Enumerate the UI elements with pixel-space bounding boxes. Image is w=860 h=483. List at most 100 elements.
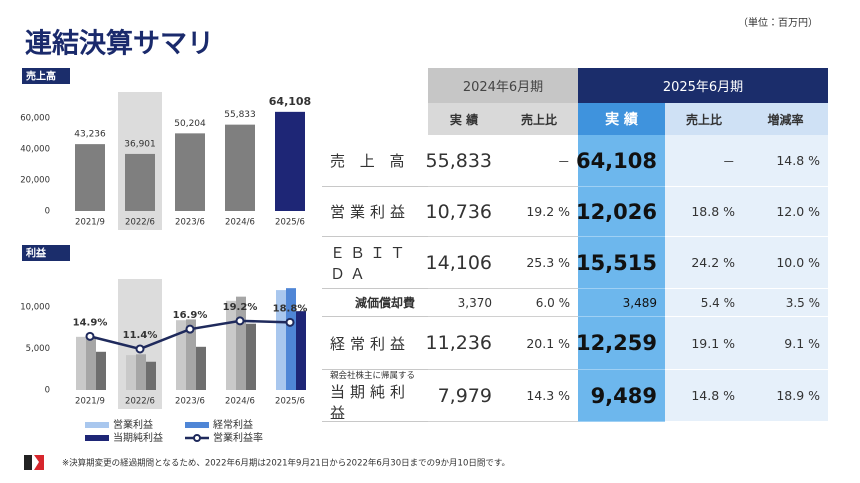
table-cell: 3,489 xyxy=(578,289,665,317)
table-cell: 25.3 % xyxy=(500,237,578,289)
value-label: 43,236 xyxy=(74,130,106,140)
table-cell: 20.1 % xyxy=(500,317,578,370)
table-cell: 14.3 % xyxy=(500,370,578,422)
summary-table: 2024年6月期 2025年6月期実 績売上比実 績売上比 増減率売 上 高 55,8… xyxy=(322,68,828,422)
table-cell: 7,979 xyxy=(428,370,500,422)
table-cell xyxy=(322,68,428,103)
rate-label: 14.9% xyxy=(73,317,108,328)
x-tick-label: 2025/6 xyxy=(275,218,305,228)
y-tick-label: 20,000 xyxy=(20,176,50,186)
bar xyxy=(75,144,105,211)
footnote: ※決算期変更の経過期間となるため、2022年6月期は2021年9月21日から20… xyxy=(62,458,510,469)
legend-label: 経常利益 xyxy=(213,418,253,431)
table-cell: 3.5 % xyxy=(743,289,828,317)
bar xyxy=(275,111,305,211)
table-cell: 14.8 % xyxy=(743,135,828,187)
legend-label: 当期純利益 xyxy=(113,431,163,444)
bar xyxy=(86,336,96,390)
bar xyxy=(76,336,86,390)
value-label: 64,108 xyxy=(269,95,311,108)
row-label: 売 上 高 xyxy=(322,135,428,187)
table-cell: 9,489 xyxy=(578,370,665,422)
table-cell: 14.8 % xyxy=(665,370,743,422)
rate-point xyxy=(85,331,95,341)
table-cell: 24.2 % xyxy=(665,237,743,289)
bar xyxy=(146,361,156,390)
rate-point xyxy=(285,317,295,327)
section-label-box xyxy=(22,68,70,84)
table-cell: 10,736 xyxy=(426,187,500,237)
legend-label: 営業利益 xyxy=(113,418,153,431)
value-label: 50,204 xyxy=(174,119,206,129)
section-label-box xyxy=(22,245,70,261)
x-tick-label: 2022/6 xyxy=(125,218,155,228)
table-cell: 2025年6月期 xyxy=(578,68,828,103)
legend-swatch xyxy=(85,422,109,428)
row-label: 親会社株主に帰属する 当期純利益 xyxy=(322,370,428,422)
rate-label: 18.8% xyxy=(273,303,308,314)
bar xyxy=(126,355,136,390)
table-cell: 15,515 xyxy=(576,237,665,289)
value-label: 36,901 xyxy=(124,139,156,149)
bar xyxy=(276,290,286,390)
row-label: 減価償却費 xyxy=(322,289,428,317)
rate-point xyxy=(135,344,145,354)
table-cell: 12,026 xyxy=(576,187,665,237)
row-label-text: 経常利益 xyxy=(330,334,411,353)
row-label-text: 当期純利益 xyxy=(330,382,411,422)
x-tick-label: 2024/6 xyxy=(225,397,255,407)
bar xyxy=(176,320,186,390)
table-cell: 18.9 % xyxy=(743,370,828,422)
x-tick-label: 2021/9 xyxy=(75,218,105,228)
bar xyxy=(196,346,206,390)
table-cell: 売上比 xyxy=(665,103,743,135)
table-cell: 6.0 % xyxy=(500,289,578,317)
table-cell: 11,236 xyxy=(426,317,500,370)
row-label-text: 減価償却費 xyxy=(354,296,415,310)
bar xyxy=(125,153,155,211)
x-tick-label: 2025/6 xyxy=(275,397,305,407)
y-tick-label: 10,000 xyxy=(20,302,50,312)
section-label: 利益 xyxy=(26,247,47,260)
table-cell: 2024年6月期 xyxy=(428,68,578,103)
legend-swatch xyxy=(185,422,209,428)
table-cell: 3,370 xyxy=(428,289,500,317)
row-label-text: 営業利益 xyxy=(330,203,411,221)
rate-label: 19.2% xyxy=(223,302,258,313)
table-cell: 12,259 xyxy=(576,317,665,370)
bar xyxy=(226,300,236,390)
table-cell: 12.0 % xyxy=(743,187,828,237)
row-label-text: ＥＢＩＴＤＡ xyxy=(330,243,411,283)
table-cell: 9.1 % xyxy=(743,317,828,370)
rate-point xyxy=(235,316,245,326)
y-tick-label: 0 xyxy=(45,386,50,396)
y-tick-label: 5,000 xyxy=(26,344,50,354)
table-cell: 18.8 % xyxy=(665,187,743,237)
row-label-text: 売 上 高 xyxy=(330,152,410,170)
unit-note: （単位：百万円） xyxy=(738,16,818,29)
bar xyxy=(296,311,306,390)
bar xyxy=(246,323,256,390)
legend-swatch xyxy=(85,435,109,441)
table-cell: － xyxy=(500,135,578,187)
bar xyxy=(286,288,296,390)
row-label: ＥＢＩＴＤＡ xyxy=(322,237,428,289)
table-cell: 実 績 xyxy=(428,103,500,135)
row-label: 営業利益 xyxy=(322,187,428,237)
rate-label: 11.4% xyxy=(123,330,158,341)
table-cell: 5.4 % xyxy=(665,289,743,317)
y-tick-label: 0 xyxy=(45,207,50,217)
bar xyxy=(225,124,255,211)
row-sublabel: 親会社株主に帰属する xyxy=(330,370,416,381)
bar xyxy=(186,319,196,390)
page-title: 連結決算サマリ xyxy=(25,28,214,60)
y-tick-label: 60,000 xyxy=(20,114,50,124)
x-tick-label: 2024/6 xyxy=(225,218,255,228)
y-tick-label: 40,000 xyxy=(20,145,50,155)
x-tick-label: 2021/9 xyxy=(75,397,105,407)
table-cell: 55,833 xyxy=(426,135,500,187)
rate-point xyxy=(185,324,195,334)
logo xyxy=(24,455,44,470)
bar xyxy=(175,133,205,211)
